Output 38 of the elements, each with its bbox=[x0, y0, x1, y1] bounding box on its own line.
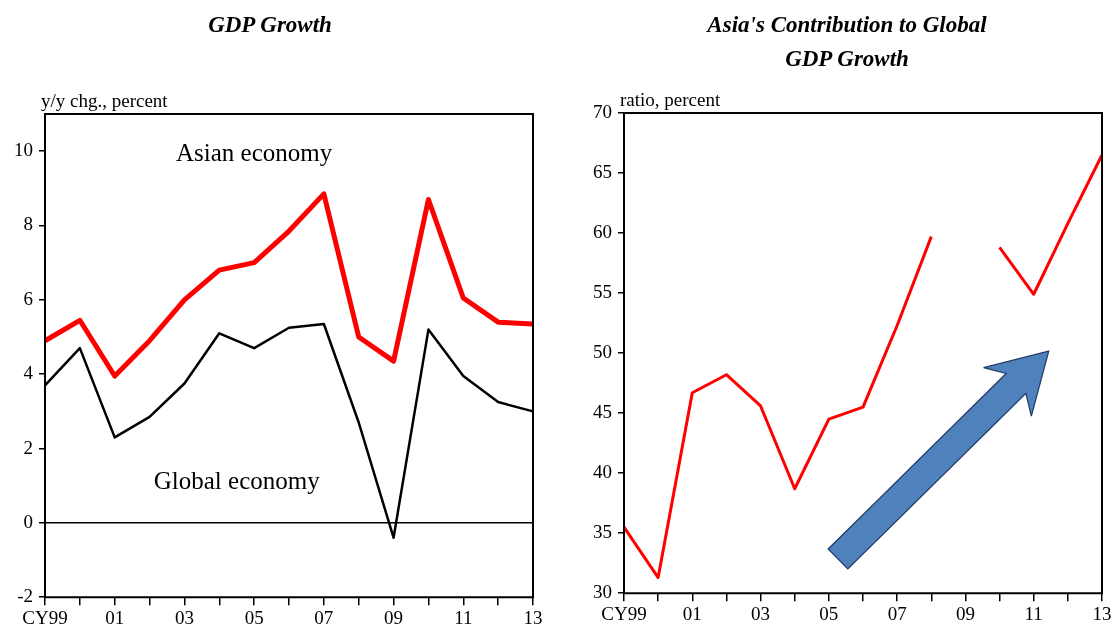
y-tick-label: 0 bbox=[23, 510, 33, 532]
x-tick-label: 07 bbox=[887, 602, 907, 624]
y-axis-title: y/y chg., percent bbox=[41, 90, 169, 112]
x-tick-label: 05 bbox=[244, 606, 264, 628]
y-tick-label: -2 bbox=[17, 585, 33, 607]
y-tick-label: 50 bbox=[593, 341, 612, 363]
y-tick-label: 35 bbox=[593, 521, 612, 543]
y-tick-label: 70 bbox=[593, 100, 612, 122]
series-label: Asian economy bbox=[176, 139, 333, 167]
x-tick-label: 13 bbox=[1092, 602, 1112, 624]
y-tick-label: 4 bbox=[23, 362, 34, 384]
x-tick-label: 03 bbox=[751, 602, 771, 624]
x-tick-label: 13 bbox=[523, 606, 543, 628]
x-tick-label: 11 bbox=[1024, 602, 1043, 624]
x-tick-label: CY99 bbox=[22, 606, 68, 628]
y-tick-label: 60 bbox=[593, 221, 612, 243]
y-tick-label: 40 bbox=[593, 461, 612, 483]
chart-title: Asia's Contribution to Global GDP Growth bbox=[707, 11, 987, 73]
x-tick-label: CY99 bbox=[601, 602, 647, 624]
y-tick-label: 45 bbox=[593, 401, 612, 423]
chart-title: GDP Growth bbox=[207, 11, 333, 39]
x-tick-label: 01 bbox=[682, 602, 702, 624]
y-tick-label: 2 bbox=[23, 436, 33, 458]
y-tick-label: 65 bbox=[593, 161, 612, 183]
y-tick-label: 55 bbox=[593, 281, 612, 303]
y-axis-title: ratio, percent bbox=[620, 89, 721, 111]
x-tick-label: 01 bbox=[105, 606, 125, 628]
x-tick-label: 05 bbox=[819, 602, 839, 624]
x-tick-label: 03 bbox=[174, 606, 194, 628]
y-tick-label: 30 bbox=[593, 581, 612, 603]
x-tick-label: 09 bbox=[955, 602, 975, 624]
y-tick-label: 10 bbox=[14, 139, 33, 161]
y-tick-label: 8 bbox=[23, 213, 33, 235]
y-tick-label: 6 bbox=[23, 287, 33, 309]
x-tick-label: 07 bbox=[314, 606, 334, 628]
series-label: Global economy bbox=[153, 466, 321, 494]
x-tick-label: 11 bbox=[454, 606, 473, 628]
x-tick-label: 09 bbox=[384, 606, 404, 628]
